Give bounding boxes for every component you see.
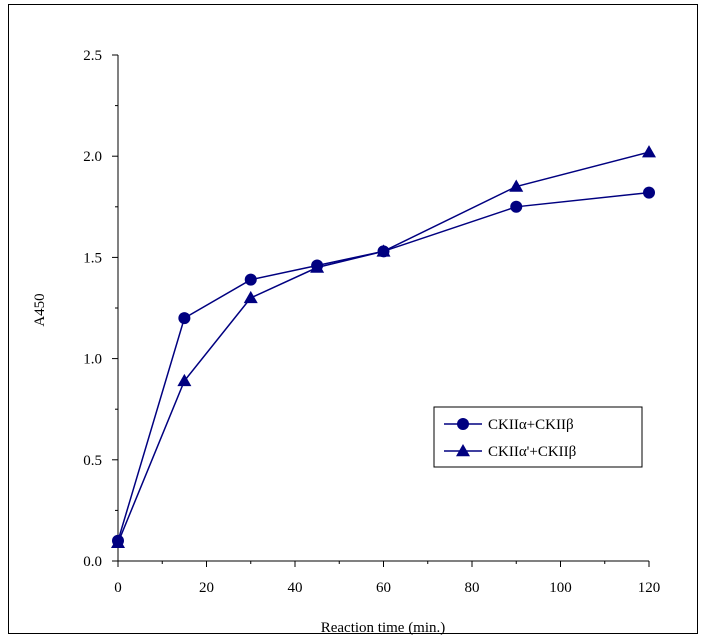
x-tick-label: 60 [376,580,391,596]
legend-marker [457,418,469,430]
series-2 [111,145,656,549]
x-tick-label: 20 [199,580,214,596]
legend-item: CKIIα+CKIIβ [444,417,574,433]
data-point [643,186,655,199]
legend-box [433,406,643,468]
y-tick-label: 1.0 [83,352,102,368]
y-tick-label: 2.5 [83,48,102,64]
y-tick-label: 2.0 [83,149,102,165]
data-point [509,179,524,192]
data-point [642,145,656,158]
y-tick-label: 0.0 [83,554,102,570]
data-point [243,290,258,304]
series-line [117,151,650,544]
data-point [244,273,257,286]
data-point [177,373,192,387]
data-point [111,535,125,549]
y-tick-label: 0.5 [83,453,102,469]
x-tick-label: 100 [549,580,572,596]
data-point [376,244,391,257]
x-tick-label: 80 [465,580,480,596]
legend-label: CKIIα+CKIIβ [488,417,574,433]
data-point [510,200,523,213]
x-axis-label: Reaction time (min.) [321,620,446,636]
legend-marker [456,444,470,457]
x-tick-label: 0 [114,580,122,596]
legend-item: CKIIα'+CKIIβ [444,444,576,460]
data-point [310,260,325,273]
data-point [178,312,191,325]
legend-label: CKIIα'+CKIIβ [488,444,576,460]
x-tick-label: 40 [288,580,303,596]
axes: 0.0 0.5 1.0 1.5 2.0 2.5 0 20 40 60 80 100 120 [83,48,660,596]
series-layer [111,145,656,549]
y-axis-label: A450 [32,293,48,326]
series-1 [112,186,655,547]
y-tick-label: 1.5 [83,250,102,266]
legend: CKIIα+CKIIβ CKIIα'+CKIIβ [433,406,643,468]
x-tick-label: 120 [638,580,661,596]
